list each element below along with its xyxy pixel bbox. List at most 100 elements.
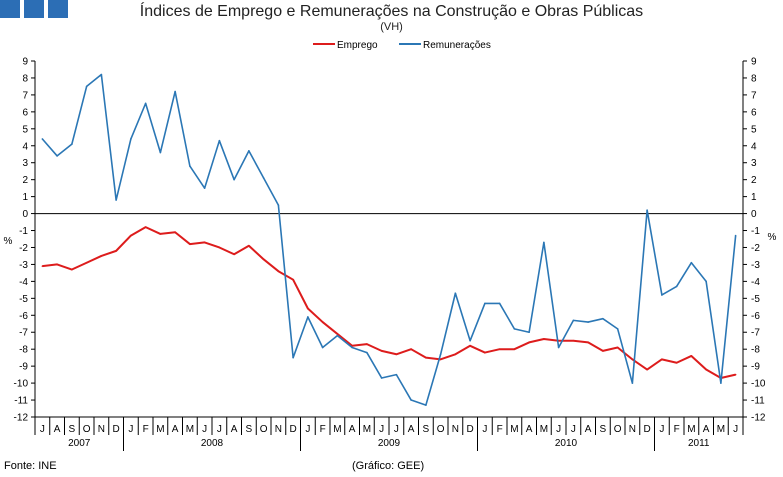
y-tick-label-left: -9: [19, 362, 28, 373]
month-label: J: [128, 424, 133, 435]
series-line-emprego: [42, 226, 736, 380]
y-tick-label-right: -2: [751, 243, 760, 254]
data-point-emprego: [631, 358, 634, 361]
data-point-emprego: [454, 353, 457, 356]
y-tick-label-left: -8: [19, 345, 28, 356]
data-point-emprego: [366, 343, 368, 345]
data-point-emprego: [100, 255, 103, 257]
month-label: N: [98, 424, 105, 435]
data-point-emprego: [439, 358, 442, 361]
y-tick-label-left: 3: [22, 158, 28, 169]
month-label: J: [394, 424, 399, 435]
data-point-emprego: [498, 348, 501, 350]
data-point-emprego: [513, 348, 516, 350]
data-point-remuneracoes: [705, 280, 707, 283]
month-label: D: [644, 424, 651, 435]
month-label: J: [556, 424, 561, 435]
month-label: O: [260, 424, 268, 435]
y-tick-label-right: -8: [751, 345, 760, 356]
y-tick-label-right: -6: [751, 311, 760, 322]
data-point-remuneracoes: [130, 138, 132, 140]
data-point-emprego: [734, 373, 737, 376]
data-point-emprego: [410, 348, 412, 350]
y-tick-label-right: 0: [751, 209, 757, 220]
data-point-remuneracoes: [690, 261, 693, 264]
data-point-emprego: [218, 246, 221, 249]
month-label: J: [571, 424, 576, 435]
y-tick-label-right: 9: [751, 57, 757, 68]
y-tick-label-left: -1: [19, 226, 28, 237]
y-tick-label-right: -1: [751, 226, 760, 237]
data-point-emprego: [115, 250, 117, 252]
data-point-remuneracoes: [587, 321, 589, 323]
month-label: M: [186, 424, 194, 435]
data-point-remuneracoes: [675, 285, 678, 288]
month-label: F: [497, 424, 503, 435]
month-label: M: [687, 424, 695, 435]
data-point-emprego: [174, 231, 176, 234]
y-tick-label-left: -3: [19, 260, 28, 271]
data-point-remuneracoes: [439, 353, 442, 356]
month-label: A: [231, 424, 238, 435]
y-axis-label-left: %: [4, 236, 13, 247]
month-label: S: [423, 424, 430, 435]
month-label: M: [510, 424, 518, 435]
y-tick-label-left: 5: [22, 124, 28, 135]
data-point-emprego: [646, 368, 648, 371]
data-point-emprego: [292, 278, 294, 281]
chart-subtitle: (VH): [380, 21, 403, 33]
data-point-remuneracoes: [410, 399, 412, 401]
data-point-emprego: [425, 356, 427, 359]
y-tick-label-right: 2: [751, 175, 757, 186]
brand-block-3: [48, 0, 68, 18]
y-tick-label-left: 0: [22, 209, 28, 220]
data-point-remuneracoes: [602, 317, 604, 320]
source-note: Fonte: INE: [4, 460, 57, 472]
y-tick-label-right: -12: [751, 413, 766, 424]
data-point-remuneracoes: [144, 102, 147, 105]
month-label: O: [437, 424, 445, 435]
data-point-remuneracoes: [395, 373, 398, 376]
data-point-emprego: [71, 268, 73, 271]
data-point-emprego: [395, 353, 398, 356]
month-label: F: [143, 424, 149, 435]
legend-label-remuneracoes: Remunerações: [423, 40, 491, 51]
data-point-remuneracoes: [189, 165, 191, 167]
data-point-emprego: [203, 241, 206, 244]
data-point-remuneracoes: [56, 155, 58, 157]
year-label: 2011: [688, 438, 710, 449]
month-label: A: [526, 424, 533, 435]
y-tick-label-left: -5: [19, 294, 28, 305]
data-point-emprego: [41, 265, 44, 267]
data-point-remuneracoes: [366, 351, 368, 354]
data-point-remuneracoes: [85, 85, 88, 88]
month-label: N: [629, 424, 636, 435]
month-label: M: [156, 424, 164, 435]
data-point-remuneracoes: [307, 316, 309, 318]
month-label: A: [172, 424, 179, 435]
data-point-remuneracoes: [159, 151, 162, 154]
data-point-remuneracoes: [100, 73, 103, 76]
data-point-remuneracoes: [380, 377, 383, 379]
month-label: S: [600, 424, 607, 435]
year-label: 2009: [378, 438, 401, 449]
data-point-emprego: [543, 338, 545, 340]
month-label: N: [452, 424, 459, 435]
data-point-remuneracoes: [498, 302, 501, 305]
data-point-emprego: [130, 234, 132, 237]
data-point-emprego: [587, 341, 589, 344]
data-point-remuneracoes: [616, 328, 619, 330]
month-label: J: [733, 424, 738, 435]
data-point-remuneracoes: [233, 178, 235, 181]
data-point-emprego: [661, 358, 663, 361]
y-tick-label-right: -4: [751, 277, 760, 288]
month-label: M: [333, 424, 341, 435]
data-point-emprego: [307, 307, 309, 310]
year-label: 2008: [201, 438, 224, 449]
data-point-emprego: [675, 361, 678, 364]
brand-block-2: [24, 0, 44, 18]
y-tick-label-left: 9: [22, 57, 28, 68]
y-tick-label-left: -10: [14, 379, 29, 390]
y-tick-label-right: 6: [751, 107, 757, 118]
y-tick-label-left: 8: [22, 73, 28, 84]
